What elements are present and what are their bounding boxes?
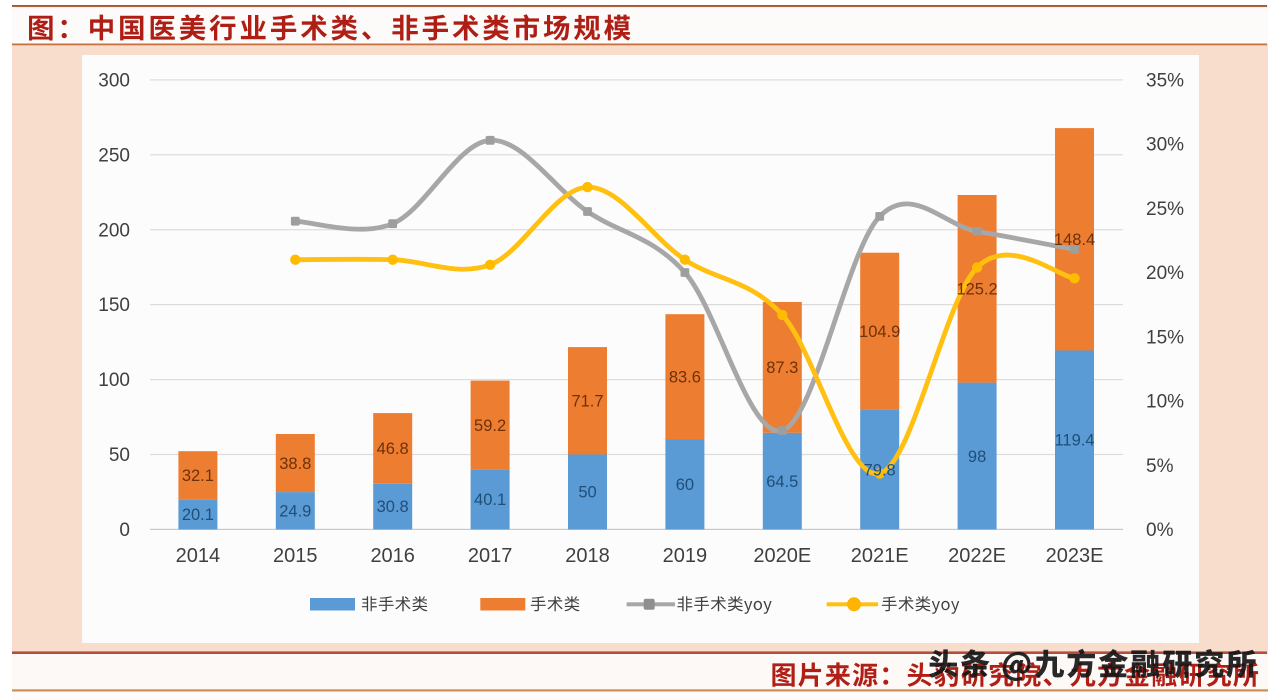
svg-text:30%: 30% [1146,135,1184,156]
svg-text:2014: 2014 [176,545,221,567]
svg-text:24.9: 24.9 [279,503,311,521]
svg-text:0: 0 [119,520,130,541]
svg-text:20%: 20% [1146,263,1184,284]
svg-text:32.1: 32.1 [182,467,214,485]
svg-text:2015: 2015 [273,545,318,567]
svg-text:10%: 10% [1146,392,1184,413]
svg-text:59.2: 59.2 [474,417,506,435]
svg-text:79.8: 79.8 [864,461,896,479]
svg-text:35%: 35% [1146,71,1184,92]
svg-text:250: 250 [98,145,130,166]
svg-text:71.7: 71.7 [571,393,603,411]
svg-text:2018: 2018 [565,545,610,567]
svg-text:2016: 2016 [370,545,415,567]
svg-text:2023E: 2023E [1046,545,1104,567]
svg-text:125.2: 125.2 [956,281,997,299]
svg-text:25%: 25% [1146,199,1184,220]
svg-text:100: 100 [98,370,130,391]
svg-text:0%: 0% [1146,520,1174,541]
svg-text:2019: 2019 [663,545,708,567]
svg-text:83.6: 83.6 [669,369,701,387]
svg-text:40.1: 40.1 [474,491,506,509]
svg-text:150: 150 [98,295,130,316]
svg-text:30.8: 30.8 [377,498,409,516]
svg-text:2022E: 2022E [948,545,1006,567]
svg-text:104.9: 104.9 [859,323,900,341]
svg-text:50: 50 [578,484,596,502]
svg-text:50: 50 [109,445,130,466]
svg-text:2020E: 2020E [753,545,811,567]
svg-text:87.3: 87.3 [766,359,798,377]
svg-text:20.1: 20.1 [182,506,214,524]
svg-text:15%: 15% [1146,327,1184,348]
svg-text:46.8: 46.8 [377,440,409,458]
svg-text:2017: 2017 [468,545,513,567]
svg-text:148.4: 148.4 [1054,231,1095,249]
svg-text:300: 300 [98,71,130,92]
svg-text:64.5: 64.5 [766,473,798,491]
svg-text:119.4: 119.4 [1054,432,1094,450]
svg-text:5%: 5% [1146,456,1174,477]
svg-text:200: 200 [98,220,130,241]
svg-text:2021E: 2021E [851,545,909,567]
svg-text:98: 98 [968,448,986,466]
svg-text:60: 60 [676,476,694,494]
svg-text:38.8: 38.8 [279,455,311,473]
